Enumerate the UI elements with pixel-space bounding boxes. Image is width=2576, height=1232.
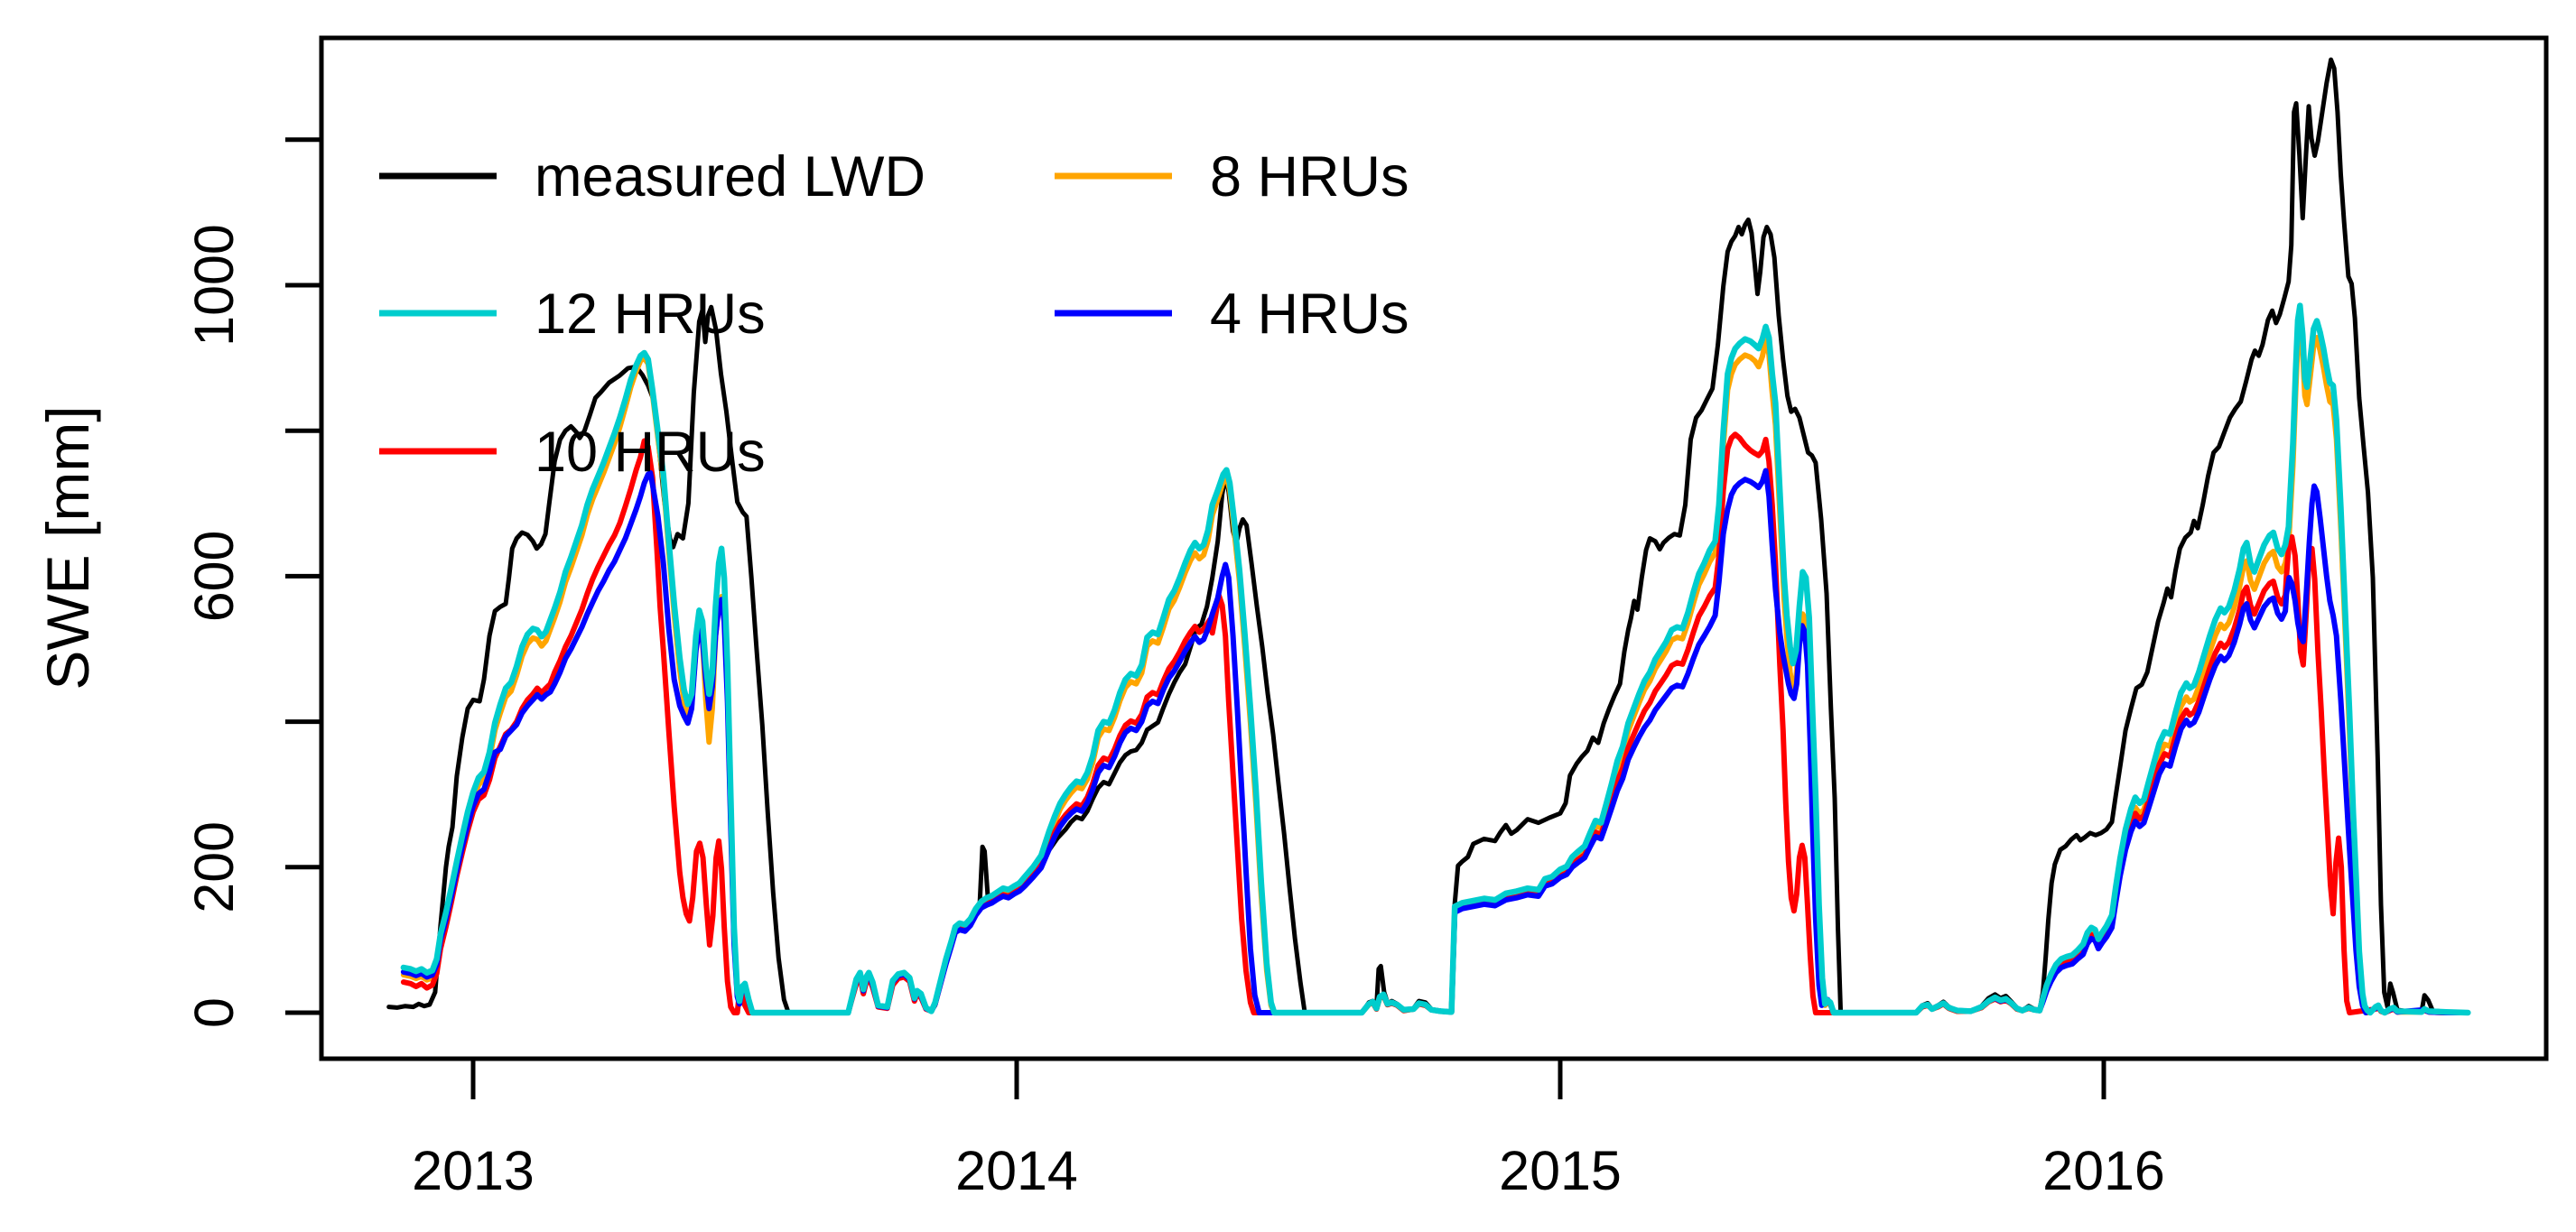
plot-frame	[319, 35, 2549, 1061]
legend: measured LWD 12 HRUs 10 HRUs 8 HRUs 4 HRUs	[379, 145, 1409, 484]
y-tick-label-600: 600	[183, 531, 245, 623]
legend-label-8-hrus: 8 HRUs	[1210, 145, 1409, 208]
series-lines	[386, 57, 2471, 1016]
x-axis: 2013 2014 2015 2016	[412, 1059, 2165, 1201]
y-axis-title: SWE [mm]	[34, 405, 101, 690]
y-axis: 0 200 600 1000	[183, 137, 321, 1028]
x-tick-label-2013: 2013	[412, 1140, 535, 1201]
y-tick-label-200: 200	[183, 821, 245, 913]
legend-label-12-hrus: 12 HRUs	[535, 283, 766, 346]
y-tick-label-0: 0	[183, 997, 245, 1028]
y-tick-label-1000: 1000	[183, 224, 245, 347]
x-tick-label-2014: 2014	[955, 1140, 1078, 1201]
series-line-12-hrus	[400, 302, 2471, 1016]
x-tick-label-2015: 2015	[1499, 1140, 1622, 1201]
legend-label-10-hrus: 10 HRUs	[535, 421, 766, 484]
x-tick-label-2016: 2016	[2042, 1140, 2165, 1201]
series-line-measured-lwd	[386, 57, 2470, 1015]
legend-label-measured-lwd: measured LWD	[535, 145, 925, 208]
legend-label-4-hrus: 4 HRUs	[1210, 283, 1409, 346]
